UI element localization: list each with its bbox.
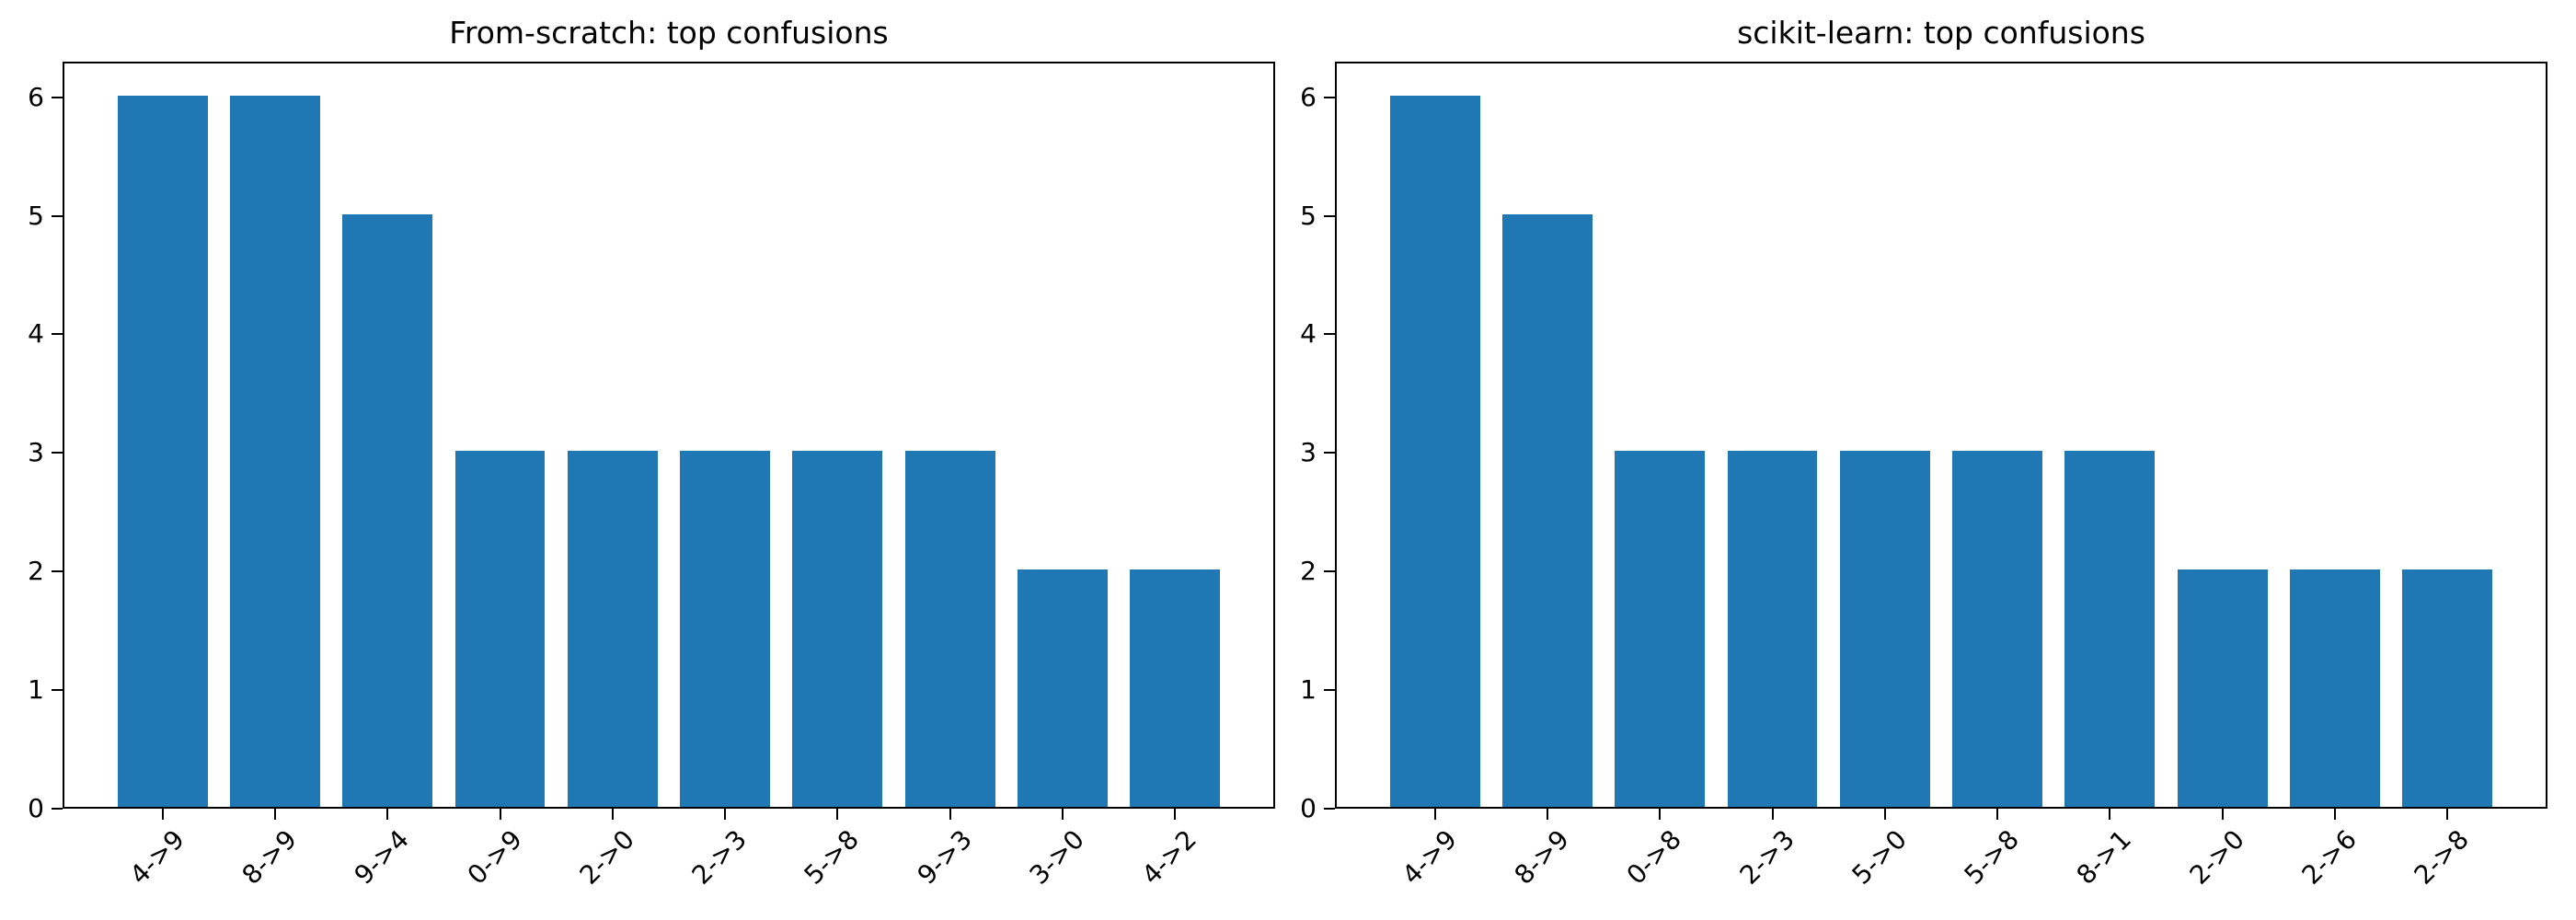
bar-4->9: [1389, 95, 1480, 807]
bar-5->8: [1952, 451, 2043, 807]
y-tick-label: 2: [28, 556, 44, 587]
y-tick-mark: [52, 96, 63, 98]
y-tick-label: 4: [1300, 318, 1317, 350]
bar-8->1: [2064, 451, 2156, 807]
bar-2->6: [2290, 569, 2380, 807]
x-tick-mark: [2221, 809, 2224, 820]
y-tick-mark: [1324, 96, 1335, 98]
right-chart-title: scikit-learn: top confusions: [1737, 15, 2145, 51]
bar-8->9: [230, 95, 320, 807]
y-tick-mark: [1324, 333, 1335, 336]
y-tick-mark: [52, 333, 63, 336]
y-tick-label: 5: [1300, 200, 1317, 231]
y-tick-mark: [1324, 570, 1335, 573]
x-tick-mark: [1883, 809, 1886, 820]
x-tick-mark: [2333, 809, 2336, 820]
x-tick-mark: [1433, 809, 1436, 820]
left-chart-title: From-scratch: top confusions: [449, 15, 889, 51]
y-tick-label: 5: [28, 200, 44, 231]
x-tick-mark: [386, 809, 389, 820]
y-tick-mark: [52, 570, 63, 573]
y-tick-mark: [52, 689, 63, 692]
bar-5->0: [1839, 451, 1930, 807]
y-tick-mark: [1324, 452, 1335, 454]
x-tick-mark: [1659, 809, 1662, 820]
bar-8->9: [1502, 213, 1593, 807]
y-tick-label: 1: [28, 674, 44, 706]
x-tick-mark: [1547, 809, 1549, 820]
y-tick-label: 0: [28, 793, 44, 823]
bar-9->3: [904, 451, 995, 807]
bar-2->3: [680, 451, 771, 807]
x-tick-mark: [499, 809, 501, 820]
x-tick-mark: [2446, 809, 2449, 820]
x-tick-mark: [1174, 809, 1177, 820]
bar-0->8: [1615, 451, 1706, 807]
y-tick-label: 3: [1300, 437, 1317, 468]
y-tick-mark: [1324, 808, 1335, 810]
x-tick-mark: [1771, 809, 1774, 820]
bar-4->9: [117, 95, 208, 807]
x-tick-mark: [274, 809, 277, 820]
y-tick-label: 0: [1300, 793, 1317, 823]
y-tick-mark: [52, 214, 63, 217]
x-tick-mark: [724, 809, 727, 820]
x-tick-mark: [2109, 809, 2111, 820]
bar-3->0: [1018, 569, 1108, 807]
x-tick-mark: [1996, 809, 1999, 820]
x-tick-mark: [1061, 809, 1064, 820]
y-tick-label: 6: [28, 81, 44, 112]
x-tick-label: 4->9: [1396, 823, 1463, 891]
y-tick-mark: [52, 452, 63, 454]
bar-2->8: [2402, 569, 2493, 807]
y-tick-label: 6: [1300, 81, 1317, 112]
right-chart-axes: [1335, 62, 2547, 809]
y-tick-label: 2: [1300, 556, 1317, 587]
x-tick-mark: [161, 809, 164, 820]
y-tick-mark: [52, 808, 63, 810]
x-tick-mark: [611, 809, 614, 820]
left-chart-axes: [63, 62, 1275, 809]
y-tick-mark: [1324, 689, 1335, 692]
bar-2->3: [1727, 451, 1818, 807]
bar-4->2: [1130, 569, 1221, 807]
bar-5->8: [792, 451, 883, 807]
x-tick-mark: [836, 809, 839, 820]
bar-2->0: [567, 451, 658, 807]
bar-0->9: [454, 451, 546, 807]
x-tick-label: 4->9: [123, 823, 190, 891]
y-tick-mark: [1324, 214, 1335, 217]
y-tick-label: 4: [28, 318, 44, 350]
y-tick-label: 1: [1300, 674, 1317, 706]
x-tick-mark: [949, 809, 951, 820]
bar-2->0: [2177, 569, 2268, 807]
y-tick-label: 3: [28, 437, 44, 468]
bar-9->4: [342, 213, 433, 807]
